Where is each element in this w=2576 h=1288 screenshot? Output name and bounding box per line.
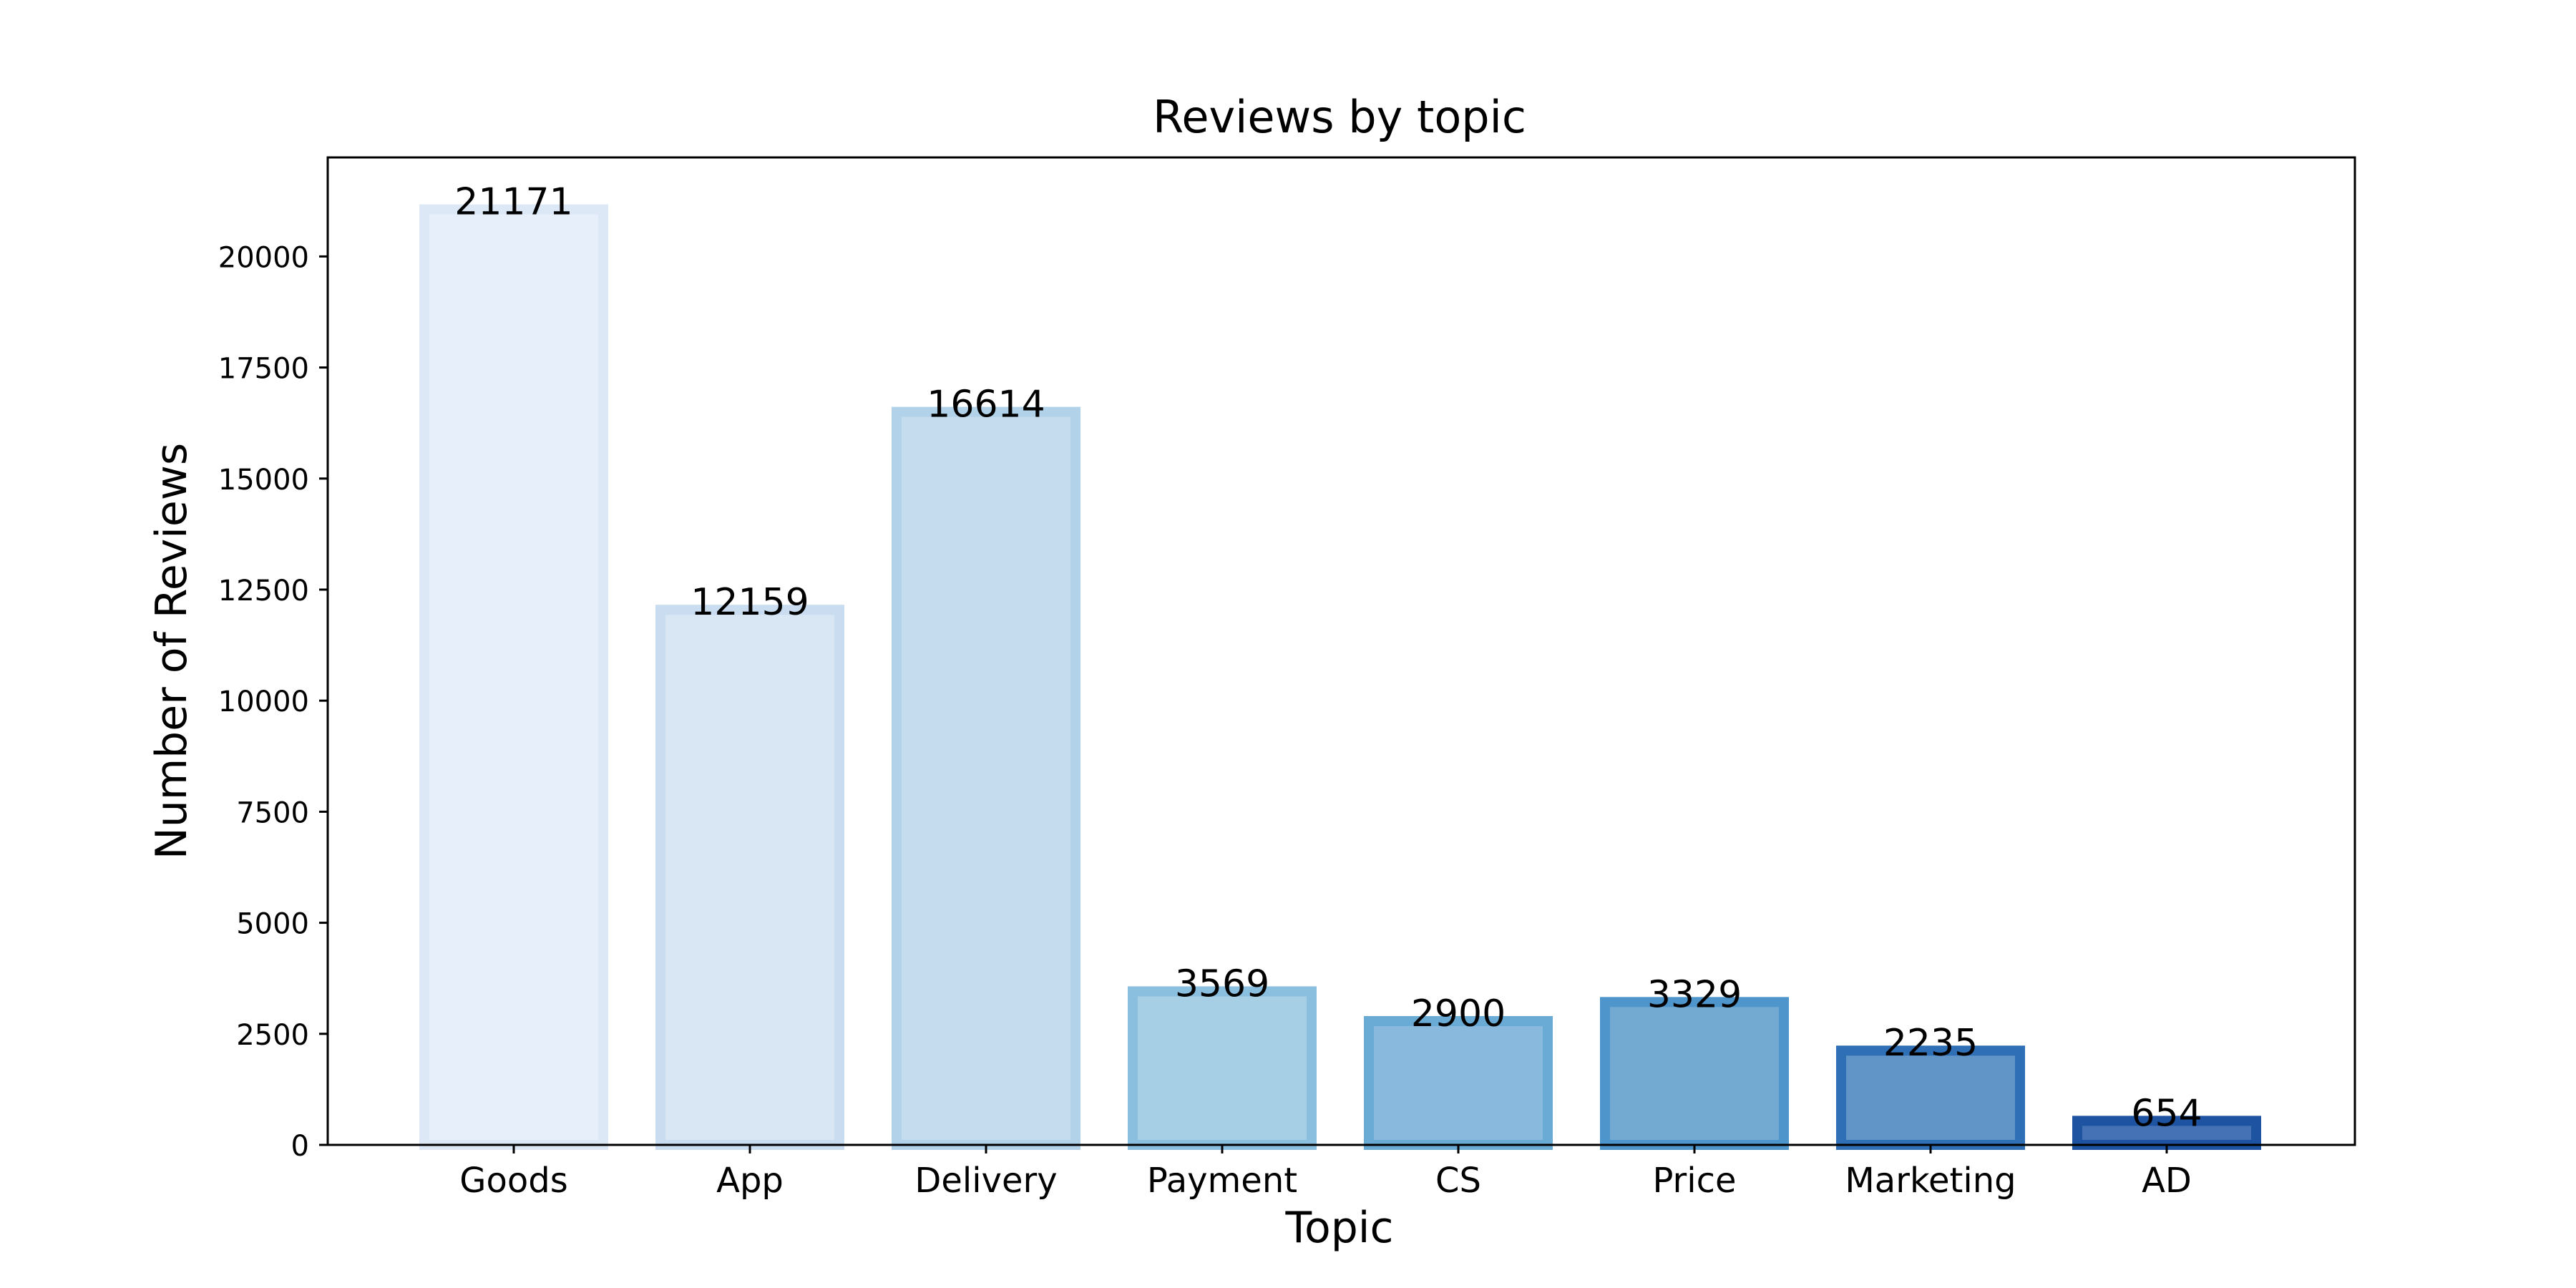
data-label-delivery: 16614: [927, 384, 1045, 426]
bar-cs: [1364, 1015, 1553, 1151]
data-label-ad: 654: [2131, 1092, 2202, 1135]
x-axis: Goods App Delivery Payment CS Price Marketing A…: [459, 1145, 2192, 1201]
data-label-payment: 3569: [1175, 962, 1269, 1005]
data-label-app: 12159: [691, 581, 809, 624]
x-tick-label: Marketing: [1845, 1161, 2016, 1201]
x-axis-label: Topic: [1285, 1203, 1394, 1253]
y-tick-label: 2500: [236, 1019, 309, 1052]
x-tick-label: Payment: [1147, 1161, 1297, 1201]
x-tick-label: AD: [2142, 1161, 2192, 1201]
y-tick-label: 15000: [218, 464, 309, 497]
plot-frame: [326, 156, 2356, 1146]
data-labels-group: 21171 12159 16614 3569 2900 3329 2235 654: [454, 181, 2202, 1136]
y-axis-label: Number of Reviews: [147, 443, 197, 859]
y-tick-label: 12500: [218, 575, 309, 608]
bar-price: [1600, 997, 1789, 1151]
bar-payment: [1128, 986, 1317, 1150]
y-tick-label: 10000: [218, 686, 309, 718]
x-tick-label: Price: [1652, 1161, 1736, 1201]
bar-app: [655, 605, 844, 1150]
data-label-goods: 21171: [454, 181, 572, 224]
chart-title: Reviews by topic: [1153, 91, 1526, 143]
bar-delivery: [892, 406, 1080, 1150]
data-label-marketing: 2235: [1883, 1022, 1978, 1065]
x-tick-label: CS: [1435, 1161, 1481, 1201]
bar-marketing: [1836, 1045, 2025, 1150]
data-label-price: 3329: [1647, 973, 1742, 1016]
x-tick-label: App: [716, 1161, 784, 1201]
data-label-cs: 2900: [1411, 992, 1506, 1035]
y-tick-label: 7500: [236, 796, 309, 829]
x-tick-label: Goods: [459, 1161, 567, 1201]
x-tick-label: Delivery: [914, 1161, 1057, 1201]
y-tick-label: 5000: [236, 908, 309, 941]
y-tick-label: 20000: [218, 241, 309, 274]
bar-goods: [419, 204, 608, 1150]
bars-group: [419, 204, 2261, 1151]
y-tick-label: 0: [291, 1130, 309, 1163]
y-tick-label: 17500: [218, 353, 309, 386]
y-axis: 0 2500 5000 7500 10000 12500 15000 17500 20000: [218, 241, 328, 1163]
